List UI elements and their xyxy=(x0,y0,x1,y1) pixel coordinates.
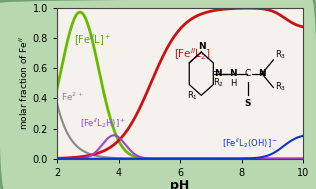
Text: [Fe$^{II}$L$_2$H)]$^+$: [Fe$^{II}$L$_2$H)]$^+$ xyxy=(80,116,126,130)
Text: N: N xyxy=(198,42,206,51)
Text: [Fe$^{II}$L$_2$(OH)]$^-$: [Fe$^{II}$L$_2$(OH)]$^-$ xyxy=(222,136,277,150)
Text: [Fe$^{II}$L]$^+$: [Fe$^{II}$L]$^+$ xyxy=(74,33,111,48)
Text: H: H xyxy=(230,80,236,88)
Text: C: C xyxy=(245,69,251,78)
Y-axis label: molar fraction of Fe$^{II}$: molar fraction of Fe$^{II}$ xyxy=(17,36,30,130)
Text: R$_1$: R$_1$ xyxy=(187,89,198,102)
X-axis label: pH: pH xyxy=(171,179,190,189)
Text: R$_2$: R$_2$ xyxy=(213,77,224,89)
Text: N: N xyxy=(258,69,266,78)
Text: Fe$^{2+}$: Fe$^{2+}$ xyxy=(61,90,83,103)
Text: N: N xyxy=(215,69,222,78)
Text: S: S xyxy=(245,99,251,108)
Text: N: N xyxy=(229,69,237,78)
Text: R$_3$: R$_3$ xyxy=(275,49,287,61)
Text: R$_3$: R$_3$ xyxy=(275,81,287,93)
Text: [Fe$^{II}$L$_2$]: [Fe$^{II}$L$_2$] xyxy=(174,46,211,62)
